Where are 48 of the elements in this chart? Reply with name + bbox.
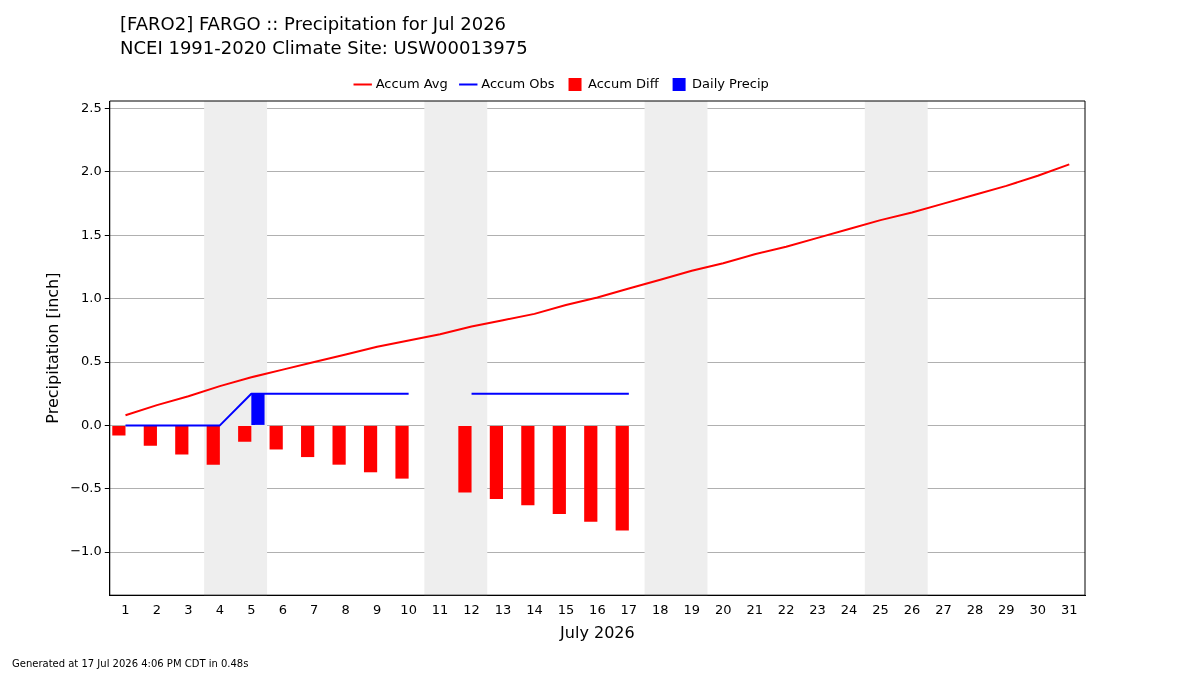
- x-tick-label: 14: [526, 602, 543, 618]
- x-tick-label: 6: [278, 602, 287, 618]
- y-axis-title: Precipitation [inch]: [42, 272, 62, 424]
- x-tick-label: 2: [152, 602, 162, 618]
- y-tick-label: 1.5: [81, 226, 102, 242]
- x-tick-label: 18: [652, 602, 669, 618]
- x-tick-label: 11: [431, 602, 449, 618]
- x-tick-label: 12: [463, 602, 480, 618]
- x-tick-label: 28: [966, 602, 984, 618]
- legend-label: Accum Avg: [375, 75, 448, 91]
- x-tick-label: 25: [872, 602, 889, 618]
- x-tick-label: 22: [777, 602, 795, 618]
- x-tick-label: 31: [1061, 602, 1078, 618]
- text: Generated at 17 Jul 2026 4:06 PM CDT in 0.48s: [12, 658, 249, 669]
- y-tick-label: 2.0: [81, 163, 102, 179]
- x-tick-label: 4: [215, 602, 225, 618]
- x-tick-label: 24: [840, 602, 858, 618]
- x-tick-label: 27: [935, 602, 952, 618]
- x-tick-label: 13: [494, 602, 512, 618]
- x-tick-label: 3: [184, 602, 193, 618]
- y-tick-label: −1.0: [70, 543, 102, 559]
- x-tick-label: 20: [714, 602, 732, 618]
- x-tick-label: 5: [247, 602, 256, 618]
- chart-title: [FARO2] FARGO :: Precipitation for Jul 2026: [120, 12, 508, 36]
- x-tick-label: 7: [310, 602, 319, 618]
- x-tick-label: 1: [121, 602, 130, 618]
- x-tick-label: 19: [683, 602, 701, 618]
- x-tick-label: 9: [373, 602, 382, 618]
- y-tick-label: 0.0: [81, 416, 102, 432]
- x-tick-label: 23: [809, 602, 826, 618]
- x-tick-label: 17: [620, 602, 638, 618]
- legend-label: Accum Obs: [481, 75, 555, 91]
- chart-subtitle: NCEI 1991-2020 Climate Site: USW00013975: [120, 36, 528, 60]
- x-axis-title: July 2026: [559, 622, 635, 642]
- y-tick-label: 0.5: [81, 353, 102, 369]
- y-tick-label: 2.5: [81, 99, 102, 115]
- legend-label: Accum Diff: [588, 75, 660, 91]
- y-tick-label: −0.5: [70, 480, 102, 496]
- x-tick-label: 15: [557, 602, 575, 618]
- x-tick-label: 16: [589, 602, 606, 618]
- x-tick-label: 29: [998, 602, 1015, 618]
- x-tick-label: 10: [400, 602, 417, 618]
- y-tick-label: 1.0: [81, 290, 102, 306]
- x-tick-label: 8: [341, 602, 350, 618]
- legend-label: Daily Precip: [692, 75, 769, 91]
- x-tick-label: 26: [903, 602, 921, 618]
- x-tick-label: 21: [746, 602, 763, 618]
- x-tick-label: 30: [1029, 602, 1047, 618]
